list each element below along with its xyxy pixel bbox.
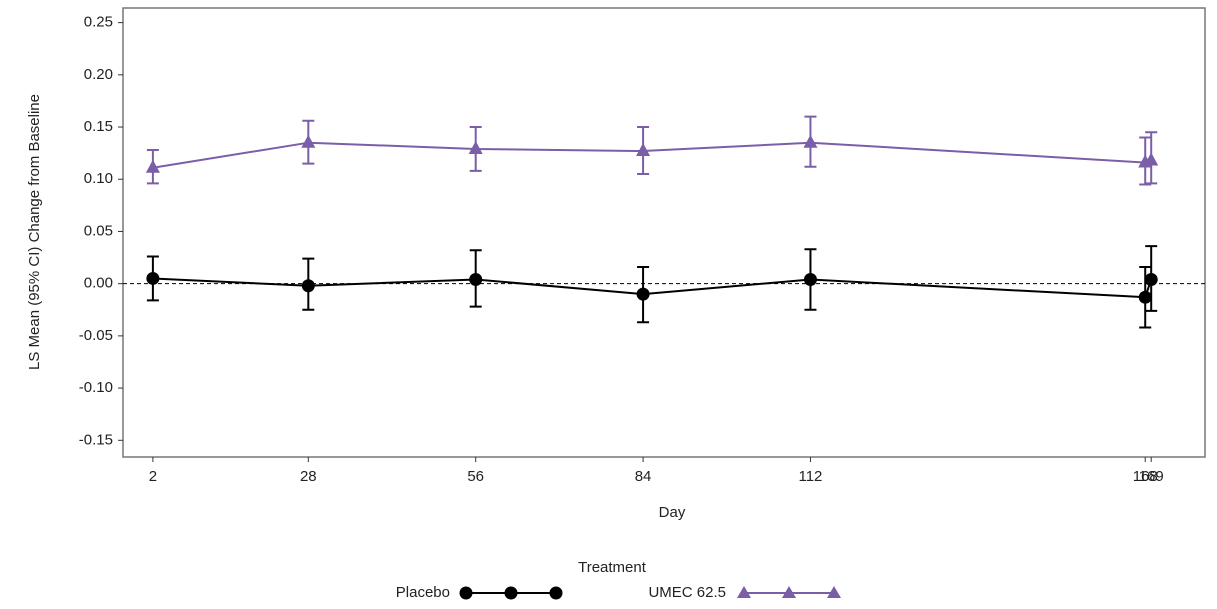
plot-frame (122, 7, 1206, 458)
x-tick-label: 168 (1133, 468, 1158, 485)
data-point (803, 272, 817, 286)
y-tick-label: 0.20 (84, 66, 113, 83)
data-point (1138, 290, 1152, 304)
data-point (469, 272, 483, 286)
data-point (146, 271, 160, 285)
y-tick-label: -0.10 (79, 379, 113, 396)
y-tick-label: 0.10 (84, 170, 113, 187)
data-point (468, 140, 483, 154)
data-point (1144, 152, 1159, 166)
legend-marker (782, 586, 796, 598)
y-tick-label: 0.00 (84, 275, 113, 292)
legend-marker (549, 586, 563, 600)
y-tick-label: -0.05 (79, 327, 113, 344)
legend-title: Treatment (578, 559, 647, 576)
legend-marker (504, 586, 518, 600)
y-tick-label: 0.15 (84, 118, 113, 135)
x-axis-title: Day (659, 504, 686, 521)
x-tick-label: 2 (149, 468, 157, 485)
data-point (1144, 272, 1158, 286)
legend-marker (737, 586, 751, 598)
data-point (301, 279, 315, 293)
data-point (301, 134, 316, 148)
legend-marker (827, 586, 841, 598)
x-tick-label: 28 (300, 468, 317, 485)
data-point (803, 134, 818, 148)
legend-label: UMEC 62.5 (648, 584, 726, 601)
y-tick-label: 0.25 (84, 14, 113, 31)
y-tick-label: -0.15 (79, 431, 113, 448)
legend-label: Placebo (396, 584, 450, 601)
data-point (145, 159, 160, 173)
y-tick-label: 0.05 (84, 222, 113, 239)
legend-marker (459, 586, 473, 600)
y-axis-title: LS Mean (95% CI) Change from Baseline (26, 94, 43, 370)
x-tick-label: 112 (798, 468, 822, 485)
x-tick-label: 169 (1139, 468, 1164, 485)
data-point (636, 287, 650, 301)
x-tick-label: 56 (467, 468, 484, 485)
data-point (636, 143, 651, 157)
x-tick-label: 84 (635, 468, 652, 485)
